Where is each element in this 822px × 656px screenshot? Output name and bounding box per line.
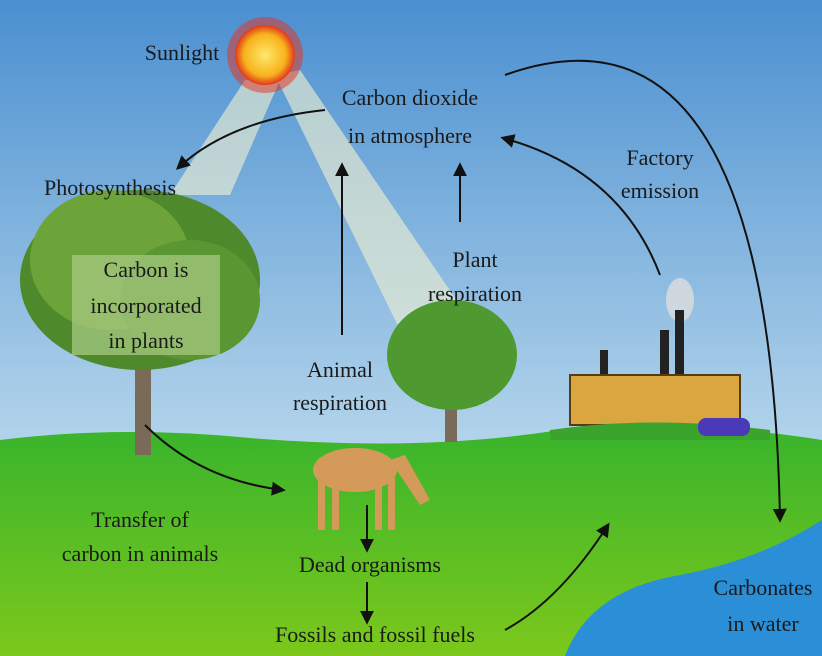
page: {"sunlight": "Sunlight", "carbon_dioxide… xyxy=(0,0,822,656)
label: Dead organisms xyxy=(299,552,441,577)
label: Photosynthesis xyxy=(44,175,176,200)
label: respiration xyxy=(293,390,387,415)
label: Factory xyxy=(626,145,693,170)
label: Transfer of xyxy=(91,507,189,532)
label: carbon in animals xyxy=(62,541,218,566)
label: Carbon dioxide xyxy=(342,85,478,110)
label: Sunlight xyxy=(145,40,220,65)
label: Animal xyxy=(307,357,373,382)
sun xyxy=(227,17,303,93)
label: Carbon is xyxy=(104,257,189,282)
label: emission xyxy=(621,178,699,203)
carbon-cycle-diagram: Sunlight Carbon dioxide in atmosphere Ph… xyxy=(0,0,822,656)
label: in water xyxy=(727,611,799,636)
label: incorporated xyxy=(90,293,201,318)
label: in atmosphere xyxy=(348,123,472,148)
label: Fossils and fossil fuels xyxy=(275,622,475,647)
label: Plant xyxy=(452,247,497,272)
label: respiration xyxy=(428,281,522,306)
label: Carbonates xyxy=(714,575,813,600)
label: in plants xyxy=(108,328,183,353)
